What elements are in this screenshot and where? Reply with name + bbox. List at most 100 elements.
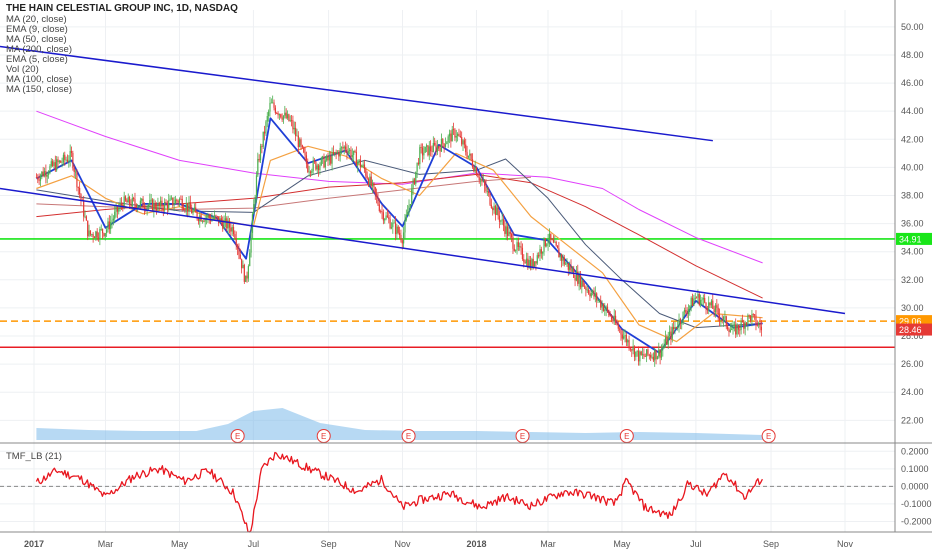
candle-body [311,170,313,173]
candle-body [731,329,733,331]
candle-body [377,196,379,205]
candle-body [181,198,183,209]
y-tick-label: 36.00 [901,219,924,229]
candle-body [174,199,177,204]
legend-item[interactable]: MA (150, close) [6,84,72,95]
candle-body [582,280,584,287]
tmf-title[interactable]: TMF_LB (21) [6,451,62,462]
legend-item[interactable]: EMA (9, close) [6,24,68,35]
candle-body [542,251,544,254]
candle-body [725,316,727,327]
candle-body [452,129,455,130]
candle-body [668,331,671,336]
candle-body [544,238,546,246]
candle-body [366,175,368,179]
candle-body [758,323,760,326]
candle-body [154,202,156,209]
candle-body [586,289,588,291]
candle-body [550,233,552,240]
candle-body [404,219,406,233]
legend-item[interactable]: MA (100, close) [6,74,72,85]
candle-body [405,214,407,220]
candle-body [382,212,384,221]
candle-body [308,171,310,173]
candle-body [473,166,475,172]
last-price-label: 28.46 [899,325,922,335]
legend-item[interactable]: MA (200, close) [6,44,72,55]
candle-body [751,314,753,321]
candle-body [223,220,225,229]
candle-body [394,222,397,235]
x-tick-label: May [171,539,189,549]
candle-body [96,231,98,238]
candle-body [444,144,447,147]
candle-body [501,219,503,221]
candle-body [205,217,208,219]
candle-body [65,159,67,161]
legend-item[interactable]: MA (20, close) [6,14,67,25]
candle-body [74,171,77,173]
candle-body [481,178,483,181]
candle-body [339,148,341,157]
candle-body [196,212,198,219]
candle-body [133,198,135,200]
x-tick-label: 2018 [466,539,486,549]
candle-body [142,198,144,208]
candle-body [756,325,758,326]
candle-body [543,238,545,252]
candle-body [257,158,259,176]
ema9-line [35,117,763,354]
legend-item[interactable]: MA (50, close) [6,34,67,45]
candle-body [143,207,146,209]
candle-body [721,319,723,321]
candle-body [606,306,609,311]
candle-body [278,114,281,116]
candle-body [506,226,509,236]
candle-body [253,204,255,215]
candle-body [92,234,94,238]
candle-body [57,159,59,163]
candle-body [683,310,686,312]
candle-body [465,144,467,153]
candle-body [479,178,482,181]
trendlines[interactable] [0,45,846,315]
candle-body [290,119,293,121]
y-tick-label: 42.00 [901,134,924,144]
candle-body [485,185,487,192]
candle-body [713,308,715,313]
candle-body [755,315,757,326]
candle-body [551,239,553,241]
candle-body [187,203,189,212]
candle-body [583,286,586,288]
candle-body [647,349,649,355]
y-tick-label: 28.00 [901,331,924,341]
candle-body [609,315,611,317]
candle-body [52,161,54,166]
lower-channel-trendline[interactable] [0,187,846,315]
candle-body [282,115,285,120]
candle-body [165,201,167,204]
candle-body [150,199,152,201]
candle-body [397,226,399,233]
candle-body [116,206,119,212]
candle-body [760,326,762,331]
candle-body [230,227,232,232]
candle-body [623,336,625,339]
legend-item[interactable]: Vol (20) [6,64,39,75]
legend-item[interactable]: EMA (5, close) [6,54,68,65]
candle-body [585,287,587,291]
candle-body [277,113,279,116]
candle-body [83,200,85,217]
candle-body [304,152,306,156]
candle-body [316,165,318,170]
candle-body [458,133,460,136]
candle-body [155,208,158,211]
candle-body [276,113,278,114]
candle-body [435,144,437,152]
candle-body [327,155,329,161]
candle-body [697,293,699,298]
candle-body [570,266,572,272]
candle-body [708,302,710,311]
upper-channel-trendline[interactable] [0,45,713,142]
